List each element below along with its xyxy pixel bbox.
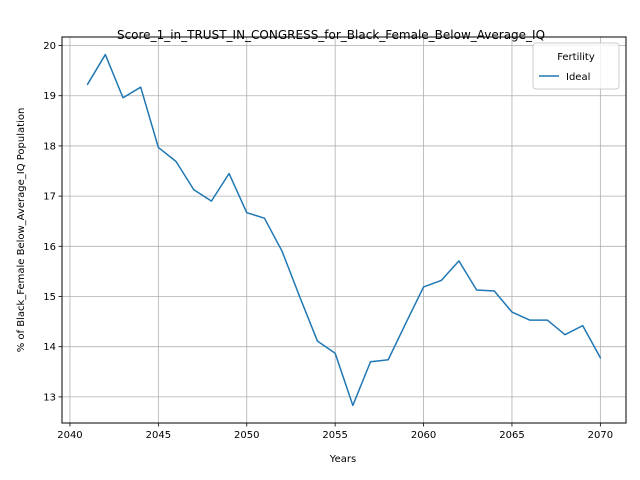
x-tick-label: 2040 [57, 430, 82, 441]
x-tick-label: 2050 [234, 430, 259, 441]
y-tick-label: 17 [43, 192, 56, 203]
x-axis-label: Years [329, 454, 356, 465]
y-tick-label: 15 [43, 292, 56, 303]
y-tick-label: 14 [43, 342, 56, 353]
y-axis-ticks: 13 14 15 16 17 18 19 20 [43, 41, 62, 403]
y-tick-label: 18 [43, 141, 56, 152]
plot-area-frame [61, 36, 627, 424]
x-tick-label: 2070 [588, 430, 613, 441]
x-tick-label: 2065 [499, 430, 524, 441]
series-line-ideal [86, 53, 602, 407]
y-gridlines [62, 45, 626, 398]
chart-title: Score_1_in_TRUST_IN_CONGRESS_for_Black_F… [117, 28, 545, 42]
legend: Fertility Ideal [532, 42, 620, 90]
y-tick-label: 20 [43, 41, 56, 52]
x-tick-label: 2045 [146, 430, 171, 441]
y-tick-label: 16 [43, 242, 56, 253]
y-tick-label: 19 [43, 91, 56, 102]
x-tick-label: 2055 [322, 430, 347, 441]
x-axis-ticks: 2040 2045 2050 2055 2060 2065 2070 [57, 423, 613, 441]
y-axis-label: % of Black_Female Below_Average_IQ Popul… [16, 108, 27, 353]
legend-label-ideal: Ideal [566, 72, 590, 83]
legend-box [532, 42, 620, 90]
series-layer [86, 53, 602, 407]
y-tick-label: 13 [43, 392, 56, 403]
x-tick-label: 2060 [411, 430, 436, 441]
x-gridlines [69, 37, 601, 423]
legend-title: Fertility [557, 52, 595, 63]
